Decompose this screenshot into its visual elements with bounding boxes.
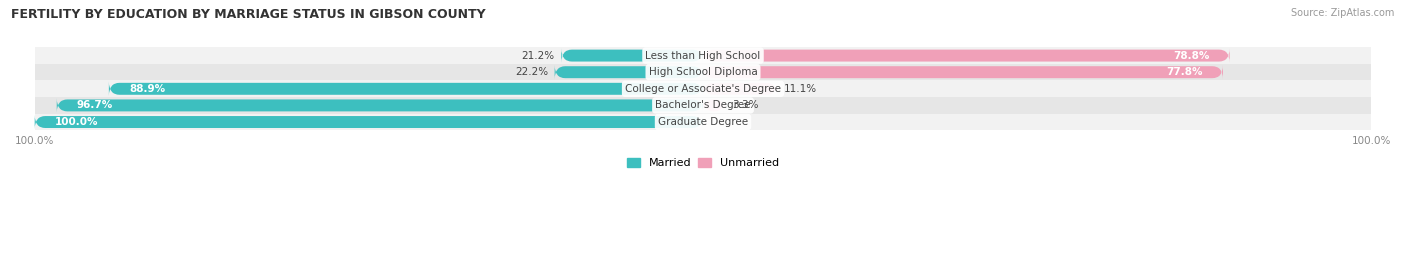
FancyBboxPatch shape bbox=[703, 48, 1230, 63]
Text: Bachelor's Degree: Bachelor's Degree bbox=[655, 100, 751, 110]
Text: Source: ZipAtlas.com: Source: ZipAtlas.com bbox=[1291, 8, 1395, 18]
FancyBboxPatch shape bbox=[703, 82, 778, 96]
FancyBboxPatch shape bbox=[56, 98, 703, 113]
Text: 78.8%: 78.8% bbox=[1173, 51, 1209, 61]
FancyBboxPatch shape bbox=[554, 65, 703, 80]
Text: 77.8%: 77.8% bbox=[1167, 67, 1204, 77]
Text: Less than High School: Less than High School bbox=[645, 51, 761, 61]
FancyBboxPatch shape bbox=[35, 114, 1371, 130]
Legend: Married, Unmarried: Married, Unmarried bbox=[627, 158, 779, 168]
Text: College or Associate's Degree: College or Associate's Degree bbox=[626, 84, 780, 94]
FancyBboxPatch shape bbox=[35, 97, 1371, 114]
Text: 88.9%: 88.9% bbox=[129, 84, 165, 94]
FancyBboxPatch shape bbox=[35, 47, 1371, 64]
Text: 11.1%: 11.1% bbox=[785, 84, 817, 94]
Text: 21.2%: 21.2% bbox=[522, 51, 554, 61]
Text: 22.2%: 22.2% bbox=[515, 67, 548, 77]
Text: 96.7%: 96.7% bbox=[77, 100, 112, 110]
FancyBboxPatch shape bbox=[108, 82, 703, 96]
Text: FERTILITY BY EDUCATION BY MARRIAGE STATUS IN GIBSON COUNTY: FERTILITY BY EDUCATION BY MARRIAGE STATU… bbox=[11, 8, 486, 21]
FancyBboxPatch shape bbox=[35, 64, 1371, 80]
Text: 100.0%: 100.0% bbox=[55, 117, 98, 127]
FancyBboxPatch shape bbox=[703, 98, 725, 113]
Text: 3.3%: 3.3% bbox=[731, 100, 758, 110]
FancyBboxPatch shape bbox=[35, 115, 703, 129]
Text: Graduate Degree: Graduate Degree bbox=[658, 117, 748, 127]
Text: High School Diploma: High School Diploma bbox=[648, 67, 758, 77]
FancyBboxPatch shape bbox=[703, 65, 1223, 80]
FancyBboxPatch shape bbox=[561, 48, 703, 63]
FancyBboxPatch shape bbox=[35, 80, 1371, 97]
